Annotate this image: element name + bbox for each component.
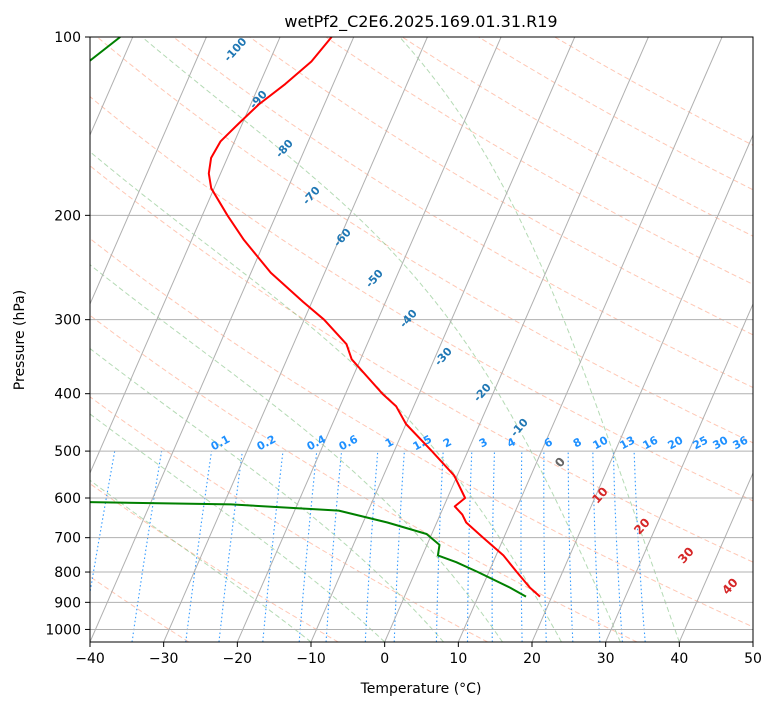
y-axis-label: Pressure (hPa) (12, 290, 28, 390)
dry-adiabat-line (96, 37, 753, 444)
moist-adiabat-line (399, 37, 680, 642)
isotherm-line (531, 133, 753, 642)
isotherm-line (605, 302, 753, 642)
y-tick-label: 200 (54, 208, 81, 224)
x-tick-label: 40 (670, 651, 688, 667)
mixing-ratio-label: 13 (618, 434, 638, 453)
x-tick-label: −20 (223, 651, 253, 667)
dry-adiabat-line (90, 483, 339, 642)
y-tick-label: 600 (54, 491, 81, 507)
dry-adiabat-line (90, 314, 638, 642)
skewed-isotherms (90, 37, 753, 642)
mixing-ratio-label: 36 (731, 433, 751, 452)
y-tick-label: 700 (54, 531, 81, 547)
x-tick-label: 30 (597, 651, 615, 667)
y-tick-label: 400 (54, 387, 81, 403)
dry-adiabat-line (90, 237, 753, 628)
moist-adiabat-line (141, 37, 621, 642)
moist-adiabat-line (90, 413, 386, 642)
y-tick-label: 1000 (45, 622, 81, 638)
mixing-ratio-label: 10 (591, 433, 611, 452)
axes-frame (89, 36, 754, 643)
x-tick-label: 0 (380, 651, 389, 667)
isotherm-line (236, 37, 502, 642)
moist-adiabat-line (90, 151, 562, 642)
x-tick-label: −30 (149, 651, 179, 667)
moist-adiabat-line (90, 347, 444, 642)
dry-adiabat-line (173, 37, 753, 389)
x-tick-label: −10 (296, 651, 326, 667)
y-axis-ticks: 100 200 300 400 500 600 700 800 900 1000 (45, 30, 90, 638)
isotherm-line (310, 37, 576, 642)
y-tick-label: 100 (54, 30, 81, 46)
temperature-profile-line (207, 37, 541, 598)
dry-adiabat-line (90, 165, 753, 563)
isotherm-line (678, 471, 753, 642)
mixing-ratio-line (298, 451, 318, 642)
y-tick-label: 900 (54, 595, 81, 611)
isotherm-line (90, 37, 281, 475)
mixing-ratio-label: 16 (641, 433, 661, 452)
x-tick-label: 50 (744, 651, 762, 667)
isotherm-line (457, 37, 723, 642)
isotherm-line (90, 37, 355, 642)
mixing-ratio-line (185, 451, 213, 642)
isotherm-line (163, 37, 428, 642)
mixing-ratio-line (262, 451, 284, 642)
mixing-ratio-line (218, 451, 243, 642)
isotherm-line (90, 37, 207, 306)
mixing-ratio-line (325, 451, 343, 642)
y-tick-label: 800 (54, 565, 81, 581)
moist-adiabat-line (90, 264, 503, 642)
mixing-ratio-label: 25 (691, 434, 711, 453)
dry-adiabat-line (90, 96, 753, 502)
dry-adiabat-line (325, 37, 753, 285)
mixing-ratio-label: 30 (711, 433, 731, 452)
moist-adiabats (90, 37, 680, 642)
isotherm-line (384, 37, 649, 642)
dry-adiabat-line (90, 396, 488, 642)
sounding-series (90, 37, 541, 598)
chart-title: wetPf2_C2E6.2025.169.01.31.R19 (284, 12, 557, 32)
dewpoint-profile-line (90, 37, 527, 598)
x-tick-label: −40 (75, 651, 105, 667)
x-tick-label: 10 (449, 651, 467, 667)
y-tick-label: 500 (54, 444, 81, 460)
y-tick-label: 300 (54, 313, 81, 329)
x-tick-label: 20 (523, 651, 541, 667)
mixing-ratio-label: 20 (666, 433, 686, 452)
pressure-gridlines (90, 37, 753, 630)
dry-adiabats (90, 37, 753, 642)
x-axis-label: Temperature (°C) (360, 681, 482, 697)
x-axis-ticks: −40 −30 −20 −10 0 10 20 30 40 50 (75, 642, 762, 667)
